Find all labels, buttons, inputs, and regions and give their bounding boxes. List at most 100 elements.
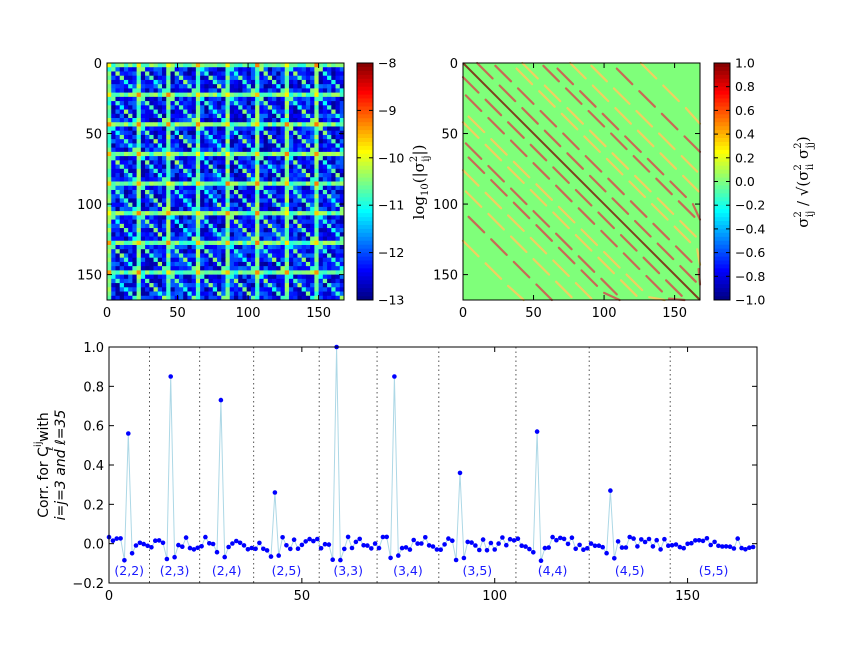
heatmap-cell [322,139,328,144]
heatmap-cell [119,147,125,153]
colorbar-segment [714,292,730,297]
heatmap-cell [246,143,252,148]
heatmap-cell [255,156,260,161]
heatmap-cell [111,173,116,178]
heatmap-cell [284,63,290,68]
heatmap-cell [183,168,188,174]
heatmap-cell [339,295,345,301]
heatmap-cell [166,274,171,280]
heatmap-cell [166,219,171,225]
heatmap-cell [157,147,163,153]
heatmap-cell [263,185,269,191]
heatmap-cell [293,88,298,93]
heatmap-cell [301,67,307,72]
correlation-band-segment [679,265,697,283]
heatmap-cell [162,266,167,271]
heatmap-cell [183,266,188,271]
data-point [693,538,698,543]
heatmap-cell [322,177,328,182]
heatmap-cell [331,244,336,250]
colorbar-segment [357,272,373,277]
heatmap-cell [305,63,311,68]
heatmap-cell [166,71,171,77]
heatmap-cell [233,164,239,170]
heatmap-cell [217,261,222,267]
heatmap-cell [284,181,290,187]
heatmap-cell [310,261,315,267]
heatmap-cell [301,96,307,102]
heatmap-cell [331,283,336,288]
heatmap-cell [195,223,201,229]
heatmap-cell [339,134,345,140]
heatmap-cell [255,139,260,144]
data-point [372,541,378,546]
heatmap-cell [123,240,129,246]
heatmap-cell [284,92,290,98]
heatmap-cell [276,177,281,182]
heatmap-cell [166,173,171,178]
heatmap-cell [233,249,239,254]
heatmap-cell [284,232,290,237]
heatmap-cell [157,134,163,140]
heatmap-cell [191,278,197,284]
heatmap-cell [229,139,235,144]
data-point [685,541,690,547]
heatmap-cell [250,232,256,237]
heatmap-cell [174,101,180,106]
heatmap-cell [233,147,239,153]
heatmap-cell [115,244,121,250]
heatmap-cell [115,249,121,254]
heatmap-cell [119,206,125,212]
heatmap-cell [174,139,180,144]
heatmap-cell [242,283,248,288]
heatmap-cell [200,177,205,182]
heatmap-cell [339,278,345,284]
heatmap-cell [293,219,298,225]
heatmap-cell [246,232,252,237]
heatmap-cell [263,211,269,216]
data-point [276,553,282,558]
heatmap-cell [132,287,137,292]
heatmap-cell [314,223,319,229]
heatmap-cell [246,278,252,284]
heatmap-cell [204,198,209,204]
heatmap-cell [183,105,188,110]
heatmap-cell [314,71,319,77]
x-tick-label: 50 [169,306,186,321]
correlation-band-segment [484,262,503,280]
heatmap-cell [204,228,209,233]
data-point [542,545,548,551]
heatmap-cell [208,164,214,170]
heatmap-cell [136,202,142,208]
heatmap-cell [145,249,150,254]
heatmap-cell [288,215,294,220]
heatmap-cell [157,206,163,212]
heatmap-cell [255,84,260,89]
heatmap-cell [107,287,112,292]
data-point [122,558,127,563]
heatmap-cell [140,185,146,191]
heatmap-cell [339,228,345,233]
heatmap-cell [276,63,281,68]
heatmap-cell [191,67,197,72]
heatmap-cell [170,92,176,98]
heatmap-cell [153,126,159,132]
heatmap-cell [284,75,290,81]
heatmap-cell [123,257,129,263]
heatmap-cell [263,160,269,165]
heatmap-cell [314,206,319,212]
y-tick-label: 150 [77,269,102,284]
data-point [392,374,397,379]
heatmap-cell [204,266,209,271]
correlation-band-segment [657,132,676,151]
correlation-band-segment [664,279,683,297]
heatmap-cell [293,194,298,199]
heatmap-cell [314,113,319,119]
data-point [442,542,447,547]
heatmap-cell [259,126,264,132]
heatmap-cell [149,181,154,187]
heatmap-cell [267,113,273,119]
heatmap-cell [314,257,319,263]
heatmap-cell [250,198,256,204]
heatmap-cell [149,84,154,89]
